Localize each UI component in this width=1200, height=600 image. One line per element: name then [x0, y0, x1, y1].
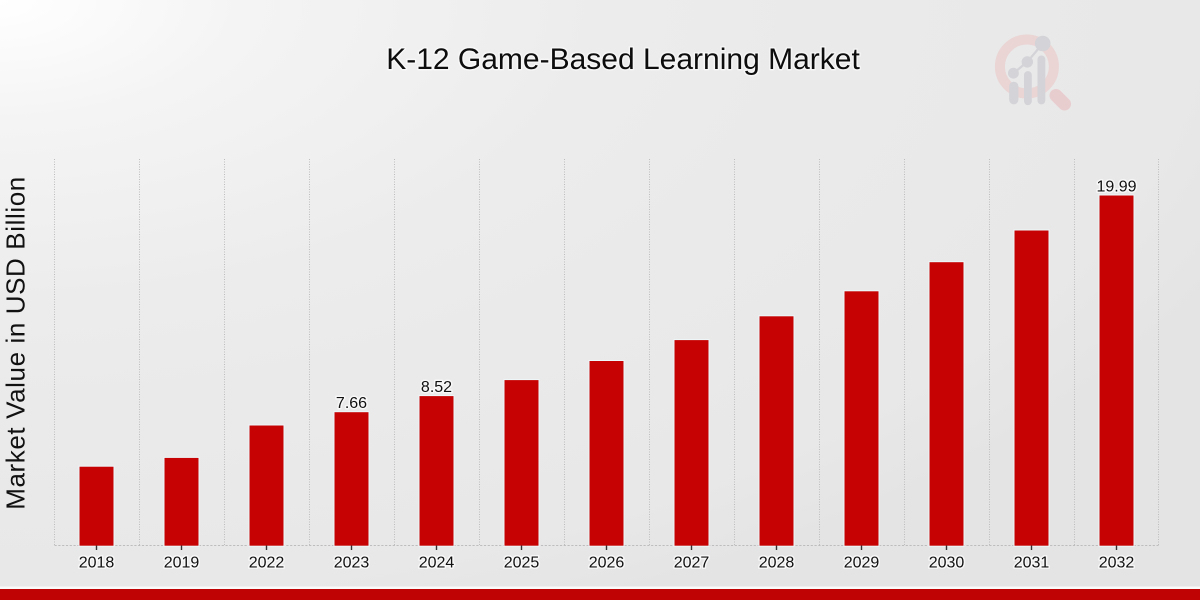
svg-text:2032: 2032	[1099, 555, 1135, 572]
svg-text:Market Value in USD Billion: Market Value in USD Billion	[0, 176, 30, 510]
svg-text:19.99: 19.99	[1096, 178, 1136, 195]
svg-text:2023: 2023	[334, 555, 370, 572]
svg-text:2024: 2024	[419, 555, 455, 572]
svg-text:K-12 Game-Based Learning Marke: K-12 Game-Based Learning Market	[386, 43, 860, 76]
svg-text:2019: 2019	[164, 555, 200, 572]
svg-text:2026: 2026	[589, 555, 625, 572]
svg-text:2031: 2031	[1014, 555, 1050, 572]
svg-text:7.66: 7.66	[336, 395, 367, 412]
svg-text:2022: 2022	[249, 555, 285, 572]
svg-text:2029: 2029	[844, 555, 880, 572]
svg-text:8.52: 8.52	[421, 379, 452, 396]
svg-text:2018: 2018	[79, 555, 115, 572]
svg-text:2025: 2025	[504, 555, 540, 572]
svg-text:2028: 2028	[759, 555, 795, 572]
svg-text:2027: 2027	[674, 555, 710, 572]
svg-text:2030: 2030	[929, 555, 965, 572]
